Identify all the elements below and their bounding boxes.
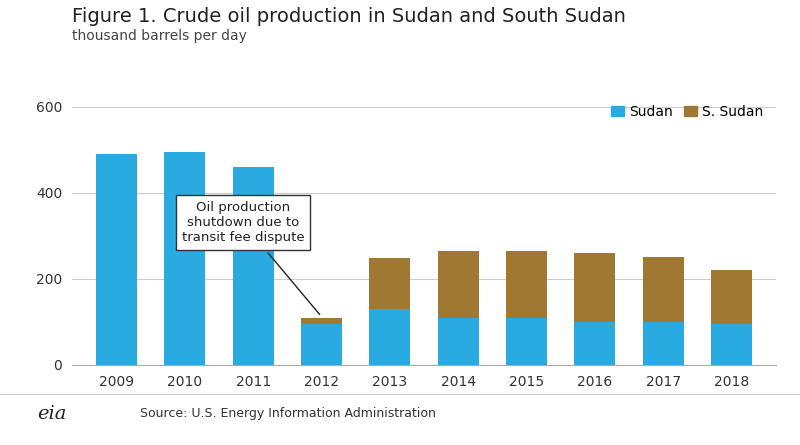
Bar xyxy=(233,167,274,365)
Bar xyxy=(642,257,684,322)
Bar xyxy=(506,318,547,365)
Bar xyxy=(370,309,410,365)
Bar xyxy=(370,258,410,309)
Text: eia: eia xyxy=(38,405,66,423)
Bar xyxy=(711,324,752,365)
Bar xyxy=(438,251,478,318)
Text: Oil production
shutdown due to
transit fee dispute: Oil production shutdown due to transit f… xyxy=(182,201,320,315)
Legend: Sudan, S. Sudan: Sudan, S. Sudan xyxy=(606,100,769,125)
Text: thousand barrels per day: thousand barrels per day xyxy=(72,29,247,43)
Bar xyxy=(574,253,615,322)
Text: Figure 1. Crude oil production in Sudan and South Sudan: Figure 1. Crude oil production in Sudan … xyxy=(72,7,626,26)
Bar xyxy=(506,251,547,318)
Bar xyxy=(164,152,206,365)
Bar xyxy=(438,318,478,365)
Bar xyxy=(301,324,342,365)
Bar xyxy=(574,322,615,365)
Bar xyxy=(711,270,752,324)
Bar xyxy=(301,318,342,324)
Bar xyxy=(96,154,137,365)
Text: Source: U.S. Energy Information Administration: Source: U.S. Energy Information Administ… xyxy=(140,407,436,421)
Bar xyxy=(642,322,684,365)
